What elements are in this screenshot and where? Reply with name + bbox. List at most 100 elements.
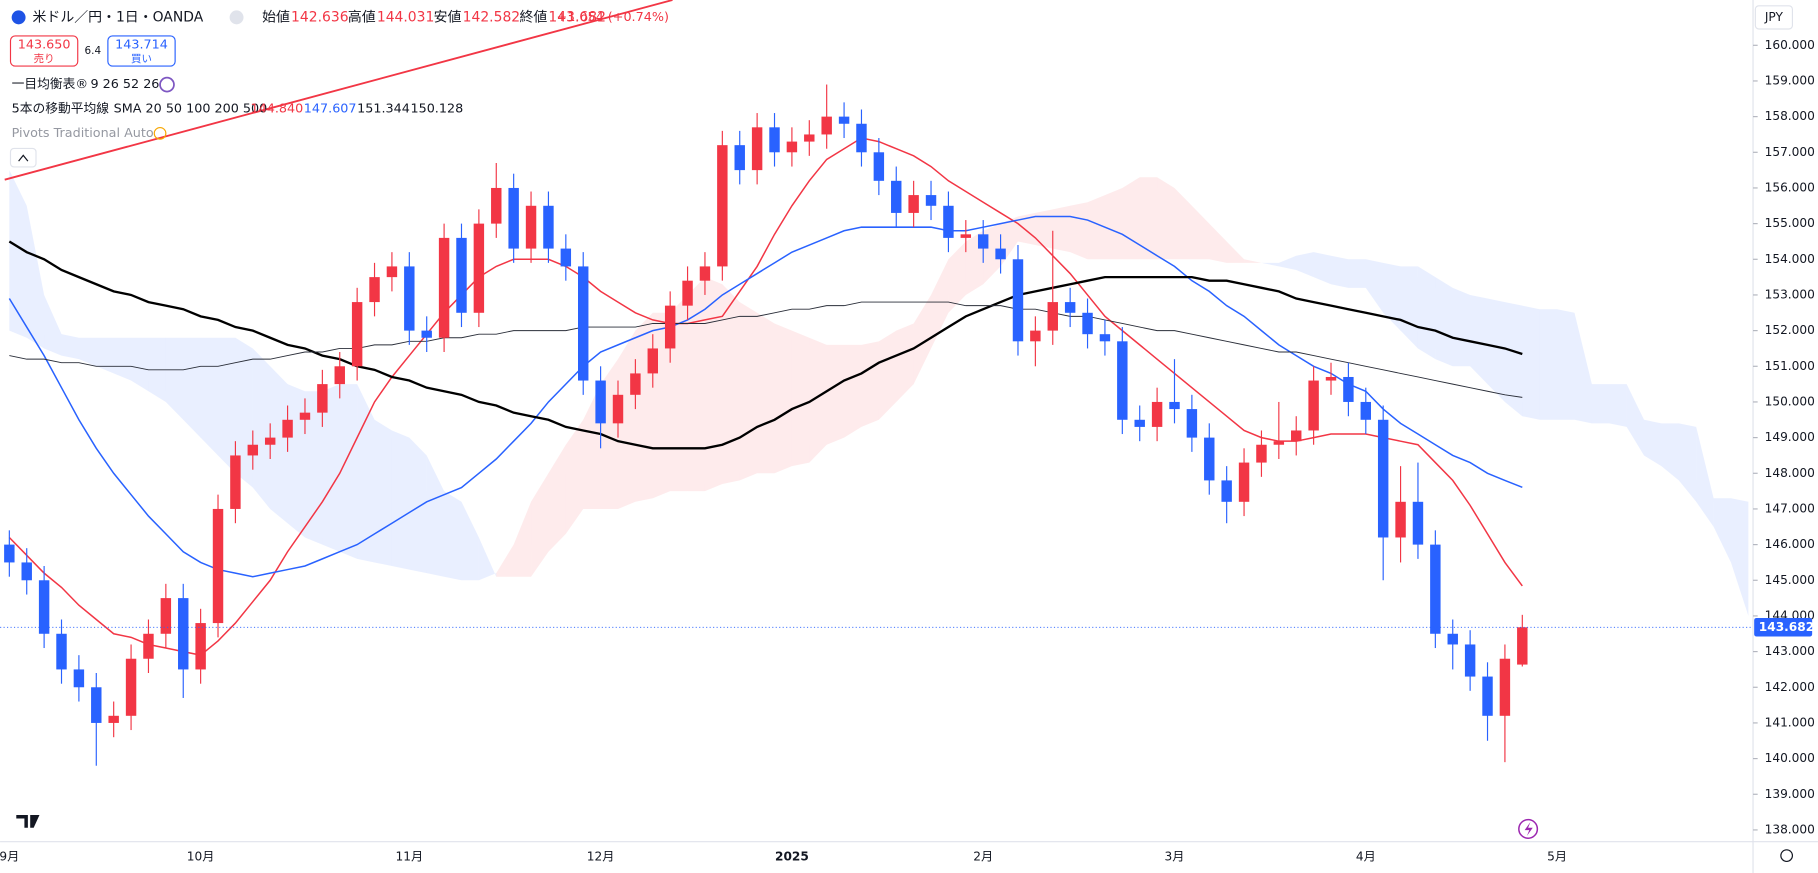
y-tick-label: 148.000 xyxy=(1765,466,1815,480)
cloud-segment xyxy=(252,348,271,509)
cloud-segment xyxy=(426,455,445,577)
candle-body xyxy=(125,658,137,716)
pivot-icon xyxy=(153,126,167,140)
cloud-segment xyxy=(844,344,862,438)
collapse-button[interactable] xyxy=(229,10,244,25)
candle-body xyxy=(508,187,519,249)
ohlc-value: 144.031 xyxy=(377,9,435,25)
candle-body xyxy=(664,305,676,349)
chevron xyxy=(18,154,29,162)
candle-body xyxy=(960,234,972,238)
settings-icon[interactable] xyxy=(1780,849,1794,862)
candle-body xyxy=(1030,330,1041,342)
buy-button[interactable] xyxy=(107,35,176,67)
reload-icon[interactable] xyxy=(159,76,175,93)
cloud-segment xyxy=(1696,426,1714,527)
sma-line xyxy=(8,215,1523,578)
cloud-segment xyxy=(391,430,410,570)
candle-body xyxy=(1517,627,1528,665)
sell-button[interactable] xyxy=(9,35,79,67)
y-tick-label: 158.000 xyxy=(1765,109,1815,123)
candle-body xyxy=(873,152,885,181)
cloud-segment xyxy=(791,330,810,467)
cloud-segment xyxy=(1539,309,1558,420)
cloud-segment xyxy=(1383,262,1401,331)
y-tick-label: 160.000 xyxy=(1765,38,1815,52)
cloud-segment xyxy=(96,337,114,374)
cloud-segment xyxy=(444,491,462,581)
cloud-segment xyxy=(704,277,723,492)
events-icon[interactable] xyxy=(1518,818,1539,839)
sma-value: 147.607 xyxy=(304,101,357,116)
y-tick-label: 139.000 xyxy=(1765,787,1815,801)
cloud-segment xyxy=(304,391,323,545)
candle-body xyxy=(1464,644,1476,677)
candle-body xyxy=(856,123,867,153)
cloud-segment xyxy=(113,337,132,381)
cloud-segment xyxy=(1574,312,1592,424)
cloud-segment xyxy=(809,337,827,463)
candle-body xyxy=(1099,334,1111,342)
cloud-segment xyxy=(461,501,479,581)
cloud-segment xyxy=(131,337,149,392)
cloud-segment xyxy=(1435,277,1453,367)
cloud-segment xyxy=(1661,423,1679,481)
candle-body xyxy=(38,580,50,634)
y-tick-label: 147.000 xyxy=(1765,501,1815,515)
y-tick-label: 146.000 xyxy=(1765,537,1815,551)
ichimoku-cloud xyxy=(9,170,1749,616)
currency-box[interactable] xyxy=(1754,5,1794,30)
candle-body xyxy=(1256,444,1267,463)
candle-body xyxy=(299,412,311,420)
candle-body xyxy=(612,394,624,424)
candle-body xyxy=(230,455,241,509)
candle-body xyxy=(1134,419,1145,427)
sma-lines xyxy=(8,137,1523,656)
sma-line xyxy=(9,301,1523,398)
cloud-segment xyxy=(1591,384,1610,424)
cloud-segment xyxy=(1122,177,1140,260)
y-tick-label: 154.000 xyxy=(1765,252,1815,266)
candle-body xyxy=(734,145,745,171)
candle-body xyxy=(1482,676,1493,716)
candle-body xyxy=(995,248,1006,260)
candle-body xyxy=(1430,544,1441,634)
candle-body xyxy=(751,127,763,171)
y-tick-label: 138.000 xyxy=(1765,822,1815,836)
sma-line xyxy=(8,137,1523,656)
candle-body xyxy=(682,280,693,306)
bolt xyxy=(1524,821,1533,836)
cloud-segment xyxy=(1452,287,1471,367)
cloud-segment xyxy=(270,366,288,524)
trend-line xyxy=(4,0,673,181)
ohlc-label: 始値 xyxy=(262,9,290,25)
cloud-segment xyxy=(1035,209,1053,249)
sma-value: 151.344 xyxy=(357,101,410,116)
candle-body xyxy=(525,205,537,249)
candle-body xyxy=(1117,341,1128,420)
collapse-legend[interactable] xyxy=(9,147,37,168)
candle-body xyxy=(1047,302,1058,331)
candle-body xyxy=(943,205,954,238)
symbol-flag xyxy=(11,10,26,25)
candle-body xyxy=(247,444,259,456)
cloud-segment xyxy=(513,501,532,577)
cloud-segment xyxy=(339,384,358,559)
cloud-segment xyxy=(1174,187,1192,260)
candle-body xyxy=(630,373,641,395)
candle-body xyxy=(1447,633,1458,645)
cloud-segment xyxy=(1087,195,1105,260)
cloud-segment xyxy=(165,337,184,420)
candle-body xyxy=(1273,441,1285,445)
candle-body xyxy=(1325,376,1337,381)
cloud-segment xyxy=(1470,294,1488,385)
cloud-segment xyxy=(1713,498,1731,563)
y-tick-label: 142.000 xyxy=(1765,680,1815,694)
candle-body xyxy=(1238,462,1250,502)
tv-logo xyxy=(16,815,40,828)
cloud-segment xyxy=(913,294,932,385)
ohlc: 始値 142.636 高値 144.031 安値 142.582 終値 143.682 xyxy=(262,8,606,25)
cloud-segment xyxy=(861,341,879,427)
y-tick-label: 157.000 xyxy=(1765,145,1815,159)
candle-body xyxy=(404,266,415,331)
